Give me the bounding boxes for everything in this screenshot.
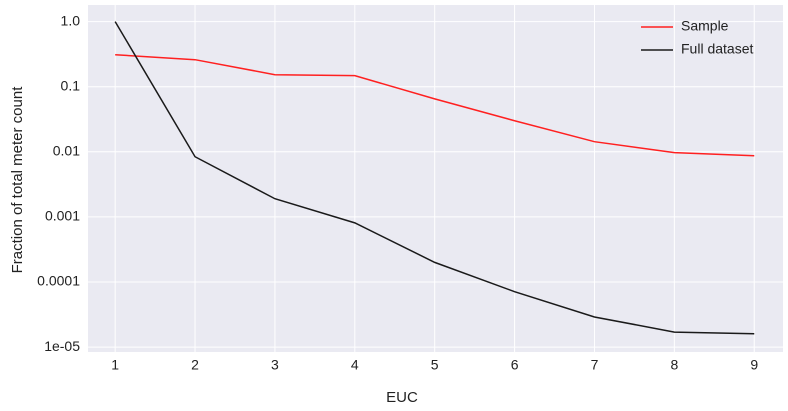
series-line (115, 53, 755, 157)
x-tick-label: 5 (431, 357, 439, 373)
x-tick-label: 3 (271, 357, 279, 373)
legend-label: Full dataset (681, 41, 753, 57)
x-axis-label: EUC (386, 389, 418, 406)
y-tick-label: 1e-05 (44, 338, 80, 354)
y-axis-label: Fraction of total meter count (9, 86, 26, 274)
x-tick-label: 8 (670, 357, 678, 373)
x-tick-label: 4 (351, 357, 359, 373)
y-tick-label: 0.001 (45, 208, 80, 224)
legend-label: Sample (681, 18, 729, 34)
x-tick-label: 2 (191, 357, 199, 373)
x-tick-label: 7 (591, 357, 599, 373)
y-tick-label: 1.0 (61, 12, 81, 28)
x-tick-label: 6 (511, 357, 519, 373)
x-tick-label: 9 (750, 357, 758, 373)
series-line (114, 21, 755, 335)
y-tick-label: 0.0001 (37, 273, 80, 289)
x-tick-label: 1 (111, 357, 119, 373)
y-tick-label: 0.1 (61, 77, 81, 93)
plot-area (88, 5, 783, 352)
y-tick-label: 0.01 (53, 143, 80, 159)
